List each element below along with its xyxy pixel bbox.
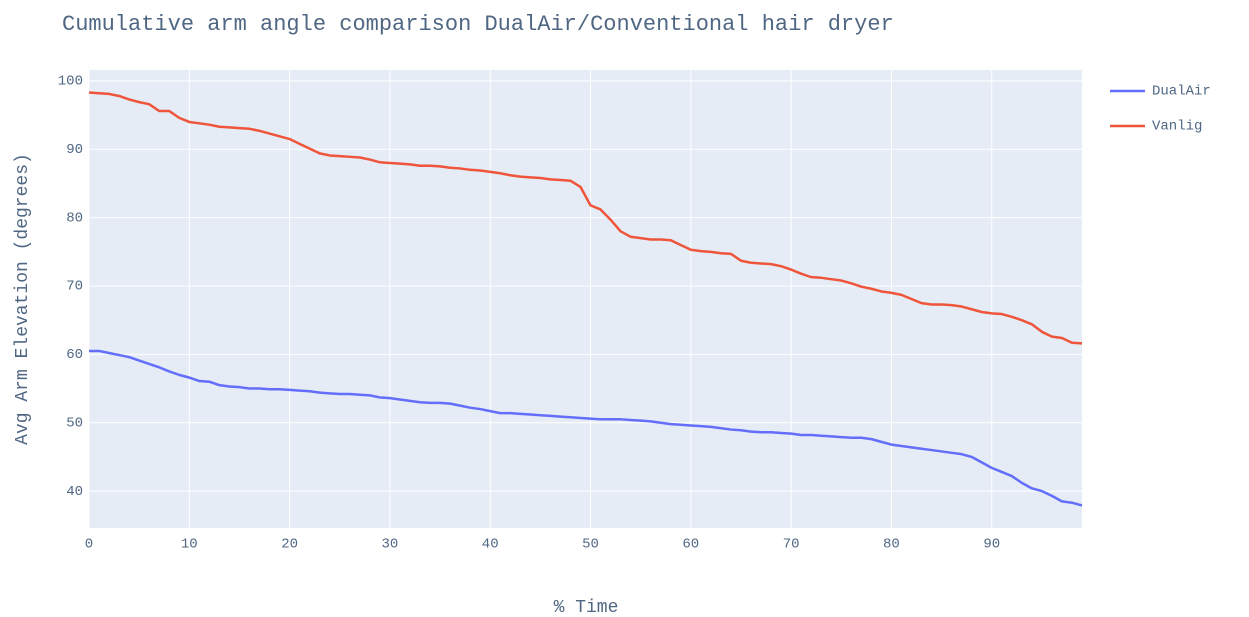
x-tick-label: 20 <box>281 537 298 553</box>
series-line <box>88 91 1083 345</box>
x-axis-label: % Time <box>554 598 619 617</box>
y-tick-label: 80 <box>66 210 83 226</box>
x-tick-label: 80 <box>883 537 900 553</box>
x-tick-label: 10 <box>181 537 198 553</box>
y-axis-label: Avg Arm Elevation (degrees) <box>13 153 33 445</box>
series-line <box>89 349 1083 507</box>
x-tick-label: 40 <box>482 537 499 553</box>
x-tick-label: 60 <box>682 537 699 553</box>
lines <box>88 91 1083 507</box>
chart-title: Cumulative arm angle comparison DualAir/… <box>62 12 894 37</box>
y-tick-label: 50 <box>66 415 83 431</box>
y-tick-label: 90 <box>66 142 83 158</box>
y-tick-label: 100 <box>58 74 83 90</box>
legend-label: DualAir <box>1152 84 1211 100</box>
x-tick-label: 70 <box>783 537 800 553</box>
y-tick-label: 60 <box>66 347 83 363</box>
x-tick-label: 30 <box>382 537 399 553</box>
x-tick-label: 50 <box>582 537 599 553</box>
plot-background <box>89 70 1082 528</box>
grid <box>88 70 1082 528</box>
legend-label: Vanlig <box>1152 119 1202 135</box>
x-tick-label: 90 <box>983 537 1000 553</box>
x-tick-label: 0 <box>85 537 93 553</box>
y-tick-label: 70 <box>66 279 83 295</box>
y-tick-label: 40 <box>66 484 83 500</box>
